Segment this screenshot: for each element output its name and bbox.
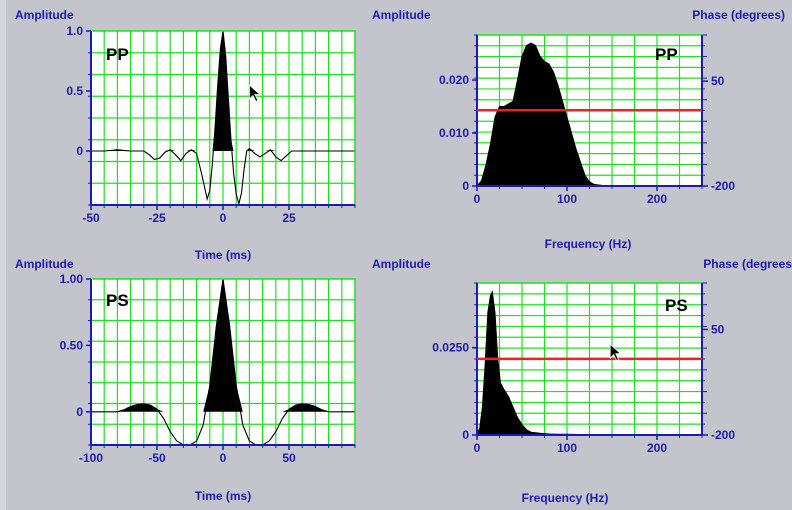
x-tick-label: 0 <box>220 211 227 225</box>
y-axis-title: Amplitude <box>15 8 74 22</box>
x-tick-label: -50 <box>82 211 100 225</box>
x-tick-label: 200 <box>647 441 667 455</box>
x-tick-label: 100 <box>557 441 577 455</box>
y-tick-label: 1.00 <box>60 272 84 286</box>
y-tick-label: 0 <box>462 179 469 193</box>
y-tick-label: 0.020 <box>439 73 469 87</box>
y-tick-label: 0.0250 <box>432 341 469 355</box>
mouse-pointer-icon <box>609 343 622 362</box>
y-tick-label: 0 <box>462 428 469 442</box>
wavelet-positive-fill <box>91 279 355 412</box>
x-tick-label: 50 <box>282 451 296 465</box>
wavelet-positive-fill <box>91 31 355 151</box>
y-tick-label: 1.0 <box>66 24 83 38</box>
y2-tick-label: 50 <box>711 74 725 88</box>
chart-panel-2: 0 100 200 0 0.010 0.020 -200 50 Phase (degrees) A… <box>372 8 785 251</box>
y-tick-label: 0.5 <box>66 84 83 98</box>
chart-panel-4: 0 100 200 0 0.0250 -200 50 Phase (degrees Amplit… <box>372 257 792 505</box>
x-tick-label: -50 <box>148 451 166 465</box>
x-axis-title: Frequency (Hz) <box>545 237 632 251</box>
wave-mode-tag: PS <box>665 296 688 315</box>
y-axis-title: Amplitude <box>372 8 431 22</box>
x-axis-title: Frequency (Hz) <box>522 491 609 505</box>
y2-axis-title: Phase (degrees <box>703 257 792 271</box>
wave-mode-tag: PP <box>106 45 129 64</box>
y-axis-title: Amplitude <box>15 257 74 271</box>
wavelet-trace-line <box>91 30 355 206</box>
y-tick-label: 0.50 <box>60 338 84 352</box>
y-tick-label: 0.010 <box>439 126 469 140</box>
chart-panel-1: -50 -25 0 25 0 0.5 1.0 Amplitude Time (ms) PP <box>15 8 356 262</box>
y2-axis-title: Phase (degrees) <box>692 8 785 22</box>
y2-tick-label: -200 <box>711 179 735 193</box>
x-tick-label: 100 <box>557 192 577 206</box>
x-axis-title: Time (ms) <box>195 248 251 262</box>
x-tick-label: 200 <box>647 192 667 206</box>
x-tick-label: -100 <box>79 451 103 465</box>
y2-tick-label: -200 <box>711 428 735 442</box>
y-tick-label: 0 <box>76 405 83 419</box>
y2-tick-label: 50 <box>711 322 725 336</box>
mouse-pointer-icon <box>249 84 261 103</box>
x-tick-label: -25 <box>148 211 166 225</box>
y-axis-title: Amplitude <box>372 257 431 271</box>
x-tick-label: 25 <box>282 211 296 225</box>
x-axis-title: Time (ms) <box>195 489 251 503</box>
wave-mode-tag: PS <box>106 291 129 310</box>
x-tick-label: 0 <box>220 451 227 465</box>
wave-mode-tag: PP <box>655 45 678 64</box>
window-left-edge <box>0 0 6 510</box>
y-tick-label: 0 <box>76 144 83 158</box>
x-tick-label: 0 <box>474 192 481 206</box>
x-tick-label: 0 <box>474 441 481 455</box>
